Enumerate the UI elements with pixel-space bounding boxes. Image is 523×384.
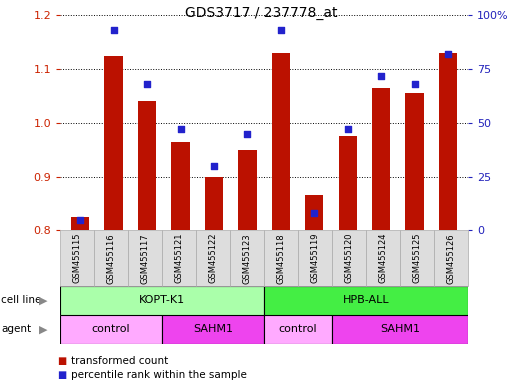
Text: GSM455123: GSM455123 <box>243 233 252 283</box>
Point <box>344 126 352 132</box>
Bar <box>162 315 264 344</box>
Text: GSM455124: GSM455124 <box>379 233 388 283</box>
Bar <box>332 315 468 344</box>
Bar <box>60 315 162 344</box>
Point <box>109 27 118 33</box>
Text: SAHM1: SAHM1 <box>193 324 233 334</box>
Text: cell line: cell line <box>1 295 41 306</box>
Text: percentile rank within the sample: percentile rank within the sample <box>71 370 246 380</box>
Bar <box>172 142 190 230</box>
Point <box>76 217 84 223</box>
Text: ■: ■ <box>58 356 67 366</box>
Text: GSM455115: GSM455115 <box>73 233 82 283</box>
Point <box>277 27 285 33</box>
Bar <box>305 195 323 230</box>
Text: ▶: ▶ <box>39 324 47 334</box>
Text: GSM455119: GSM455119 <box>311 233 320 283</box>
Bar <box>405 93 424 230</box>
Bar <box>138 101 156 230</box>
Point <box>243 131 252 137</box>
Bar <box>338 136 357 230</box>
Point <box>210 163 218 169</box>
Text: ▶: ▶ <box>39 295 47 306</box>
Text: GSM455116: GSM455116 <box>107 233 116 283</box>
Bar <box>372 88 390 230</box>
Text: KOPT-K1: KOPT-K1 <box>139 295 185 306</box>
Text: transformed count: transformed count <box>71 356 168 366</box>
Point <box>176 126 185 132</box>
Point <box>411 81 419 87</box>
Text: control: control <box>92 324 130 334</box>
Text: GSM455122: GSM455122 <box>209 233 218 283</box>
Bar <box>71 217 89 230</box>
Text: control: control <box>279 324 317 334</box>
Bar <box>264 286 468 315</box>
Text: GSM455117: GSM455117 <box>141 233 150 283</box>
Text: GSM455118: GSM455118 <box>277 233 286 283</box>
Point <box>444 51 452 57</box>
Text: GSM455121: GSM455121 <box>175 233 184 283</box>
Bar <box>238 150 257 230</box>
Point <box>377 73 385 79</box>
Point <box>143 81 151 87</box>
Text: GDS3717 / 237778_at: GDS3717 / 237778_at <box>185 6 338 20</box>
Text: GSM455125: GSM455125 <box>413 233 422 283</box>
Text: SAHM1: SAHM1 <box>380 324 420 334</box>
Text: agent: agent <box>1 324 31 334</box>
Bar <box>264 315 332 344</box>
Text: GSM455120: GSM455120 <box>345 233 354 283</box>
Text: HPB-ALL: HPB-ALL <box>343 295 390 306</box>
Bar <box>439 53 457 230</box>
Point <box>310 210 319 216</box>
Bar <box>60 286 264 315</box>
Bar <box>105 56 123 230</box>
Bar <box>205 177 223 230</box>
Text: ■: ■ <box>58 370 67 380</box>
Text: GSM455126: GSM455126 <box>447 233 456 283</box>
Bar <box>271 53 290 230</box>
